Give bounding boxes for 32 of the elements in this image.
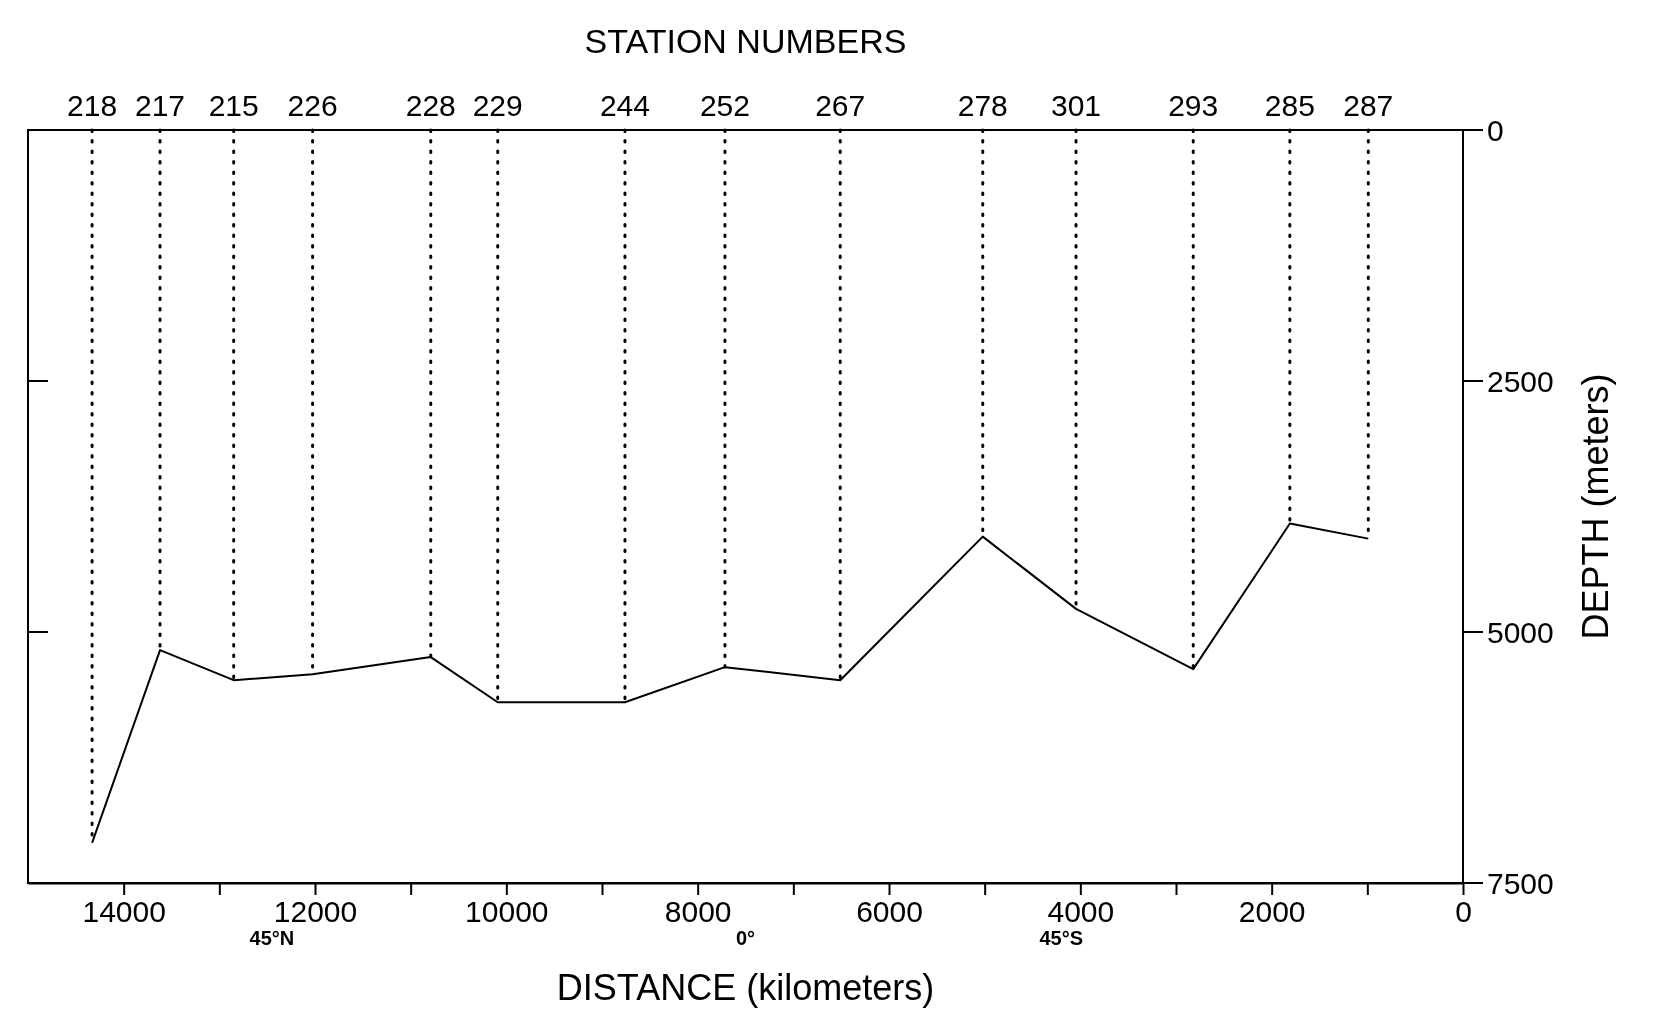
annotation: 252 bbox=[699, 89, 750, 122]
text: 45°S bbox=[1039, 927, 1083, 949]
annotation: 278 bbox=[957, 89, 1008, 122]
x-tick-label: 10000 bbox=[465, 895, 549, 929]
x2-axis-title: STATION NUMBERS bbox=[584, 22, 907, 60]
x-tick-label: 12000 bbox=[273, 895, 358, 929]
x-tick-label: 2000 bbox=[1238, 895, 1306, 929]
x-tick-label: 8000 bbox=[664, 895, 732, 929]
y-axis-title: DEPTH (meters) bbox=[1575, 373, 1616, 640]
text: 45°N bbox=[249, 927, 295, 949]
annotation: 218 bbox=[67, 89, 118, 122]
annotation: 215 bbox=[208, 89, 259, 122]
annotation: 244 bbox=[599, 89, 650, 122]
annotation: 217 bbox=[134, 89, 186, 122]
annotation: 293 bbox=[1168, 89, 1219, 122]
x-tick-label: 4000 bbox=[1047, 895, 1115, 929]
annotation: 267 bbox=[815, 89, 866, 122]
annotation: 285 bbox=[1264, 89, 1315, 122]
text: 0° bbox=[735, 927, 756, 949]
annotation: 287 bbox=[1343, 89, 1394, 122]
y-tick-label: 0 bbox=[1487, 114, 1504, 147]
y-tick-label: 2500 bbox=[1487, 365, 1554, 398]
annotation: 229 bbox=[472, 89, 523, 122]
annotation: 226 bbox=[287, 89, 338, 122]
x-tick-label: 14000 bbox=[82, 895, 166, 929]
annotation: 301 bbox=[1051, 89, 1102, 122]
x-tick-label: 6000 bbox=[856, 895, 923, 929]
y-tick-label: 7500 bbox=[1487, 867, 1554, 900]
annotation: 228 bbox=[405, 89, 456, 122]
x-tick-label: 0 bbox=[1455, 895, 1472, 929]
y-tick-label: 5000 bbox=[1487, 616, 1554, 649]
x-axis-title: DISTANCE (kilometers) bbox=[556, 967, 935, 1008]
